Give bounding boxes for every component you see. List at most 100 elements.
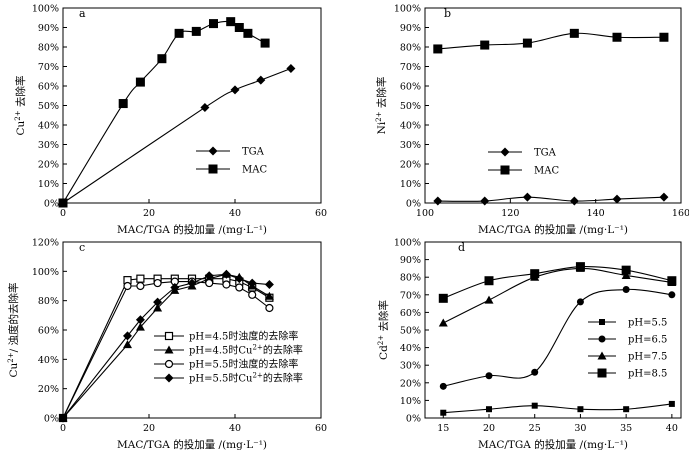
data-point <box>153 297 163 307</box>
x-axis: 100 120 140 160 <box>416 199 689 219</box>
legend-marker <box>597 368 607 378</box>
data-point <box>577 406 584 413</box>
data-point <box>256 75 266 85</box>
x-tick-label: 15 <box>437 423 449 434</box>
y-tick-label: 50% <box>400 101 421 112</box>
data-point <box>235 283 244 292</box>
y-tick-label: 100% <box>32 4 59 15</box>
data-point <box>612 194 622 204</box>
y-axis-label-group: Cu2+ 去除率 <box>14 76 27 136</box>
data-point <box>438 293 448 303</box>
text-part: 去除率 <box>14 76 27 111</box>
y-tick-label: 30% <box>400 140 421 151</box>
text-part: Cu <box>8 362 20 377</box>
data-point <box>123 281 132 291</box>
legend-marker <box>598 335 606 343</box>
superscript: 2+ <box>377 335 385 345</box>
data-point <box>123 331 132 341</box>
x-axis: 0 20 40 60 <box>60 199 327 219</box>
legend: pH=5.5 pH=6.5 pH=7.5 pH=8.5 <box>588 318 667 380</box>
legend-label: pH=7.5 <box>628 352 667 363</box>
data-point <box>576 298 584 306</box>
data-point <box>286 63 296 73</box>
data-point <box>243 28 253 38</box>
data-point <box>575 262 585 272</box>
x-axis-label: MAC/TGA 的投加量 /(mg·L⁻¹) <box>478 438 628 451</box>
data-point <box>222 280 231 289</box>
plot-frame <box>62 7 322 204</box>
data-point <box>230 85 240 95</box>
y-tick-label: 70% <box>38 62 59 73</box>
y-axis-label: Ni2+ 去除率 <box>375 77 388 135</box>
legend: pH=4.5时浊度的去除率pH=4.5时Cu2+的去除率pH=5.5时浊度的去除… <box>154 330 303 385</box>
data-point <box>622 286 630 294</box>
data-point <box>659 192 669 202</box>
data-point <box>621 270 631 279</box>
legend-marker <box>500 147 510 157</box>
y-tick-label: 60% <box>400 82 421 93</box>
series-line <box>62 67 292 204</box>
legend-label: MAC <box>534 166 559 177</box>
data-point <box>170 282 180 292</box>
series-line <box>437 196 664 202</box>
data-point <box>136 281 145 291</box>
legend-label: MAC <box>242 165 267 176</box>
series-3 <box>58 269 274 423</box>
y-axis: 0% 20% 40% 60% 80% 100% 120% <box>32 238 67 425</box>
text-part: Cd <box>378 345 390 360</box>
data-point <box>247 278 257 288</box>
x-axis-label: MAC/TGA 的投加量 /(mg·L⁻¹) <box>117 438 267 451</box>
text-part: Ni <box>376 121 388 134</box>
x-tick-label: 120 <box>501 208 519 219</box>
data-point <box>123 340 132 349</box>
y-tick-label: 50% <box>38 101 59 112</box>
data-point <box>118 99 128 109</box>
data-point <box>221 269 231 279</box>
y-tick-label: 20% <box>400 378 421 389</box>
superscript: 2+ <box>253 372 263 380</box>
y-tick-label: 40% <box>38 121 59 132</box>
data-point <box>667 276 677 286</box>
text-part: 去除率 <box>377 300 390 335</box>
y-tick-label: 50% <box>400 326 421 337</box>
x-tick-label: 160 <box>672 208 689 219</box>
x-tick-label: 60 <box>315 423 327 434</box>
y-tick-label: 30% <box>38 140 59 151</box>
y-tick-label: 20% <box>400 160 421 171</box>
legend-label: pH=4.5时浊度的去除率 <box>189 330 298 343</box>
text-part: pH=4.5时Cu <box>189 345 253 357</box>
x-tick-label: 40 <box>666 423 678 434</box>
data-point <box>522 38 532 48</box>
data-point <box>668 400 675 407</box>
panel-label: b <box>444 7 451 20</box>
legend-label: TGA <box>242 147 265 158</box>
legend-label: pH=5.5时Cu2+的去除率 <box>189 372 303 385</box>
data-point <box>264 291 274 300</box>
text-part: / 浊度的去除率 <box>7 283 20 353</box>
legend-marker <box>164 345 174 354</box>
data-point <box>234 23 244 32</box>
y-tick-label: 60% <box>400 308 421 319</box>
y-axis: 0% 10% 20% 30% 40% 50% 60% 70% 80% 90% 100% <box>32 4 67 210</box>
series-0 <box>58 63 296 208</box>
y-axis-label-group: Ni2+ 去除率 <box>375 77 388 135</box>
y-tick-label: 10% <box>400 179 421 190</box>
chart-panel-d: 0% 10% 20% 30% 40% 50% 60% 70% 80% 90% 100% 15 20 25 3… <box>377 238 682 451</box>
data-point <box>191 26 201 36</box>
plot-frame <box>424 241 682 419</box>
data-point <box>260 38 270 48</box>
data-point <box>612 32 622 42</box>
plot-frame <box>62 241 322 419</box>
data-point <box>484 276 494 286</box>
chart-panel-c: 0% 20% 40% 60% 80% 100% 120% 0 20 40 60 MAC/TGA 的投加… <box>7 238 327 452</box>
data-point <box>569 28 579 38</box>
legend-label: pH=5.5 <box>628 318 667 329</box>
superscript: 2+ <box>375 111 383 121</box>
data-point <box>234 274 244 284</box>
data-point <box>433 196 443 206</box>
data-point <box>264 280 274 290</box>
y-tick-label: 100% <box>394 4 421 15</box>
legend-marker <box>500 165 510 175</box>
text-part: pH=4.5时浊度的去除率 <box>189 330 298 343</box>
series-1 <box>439 286 676 390</box>
